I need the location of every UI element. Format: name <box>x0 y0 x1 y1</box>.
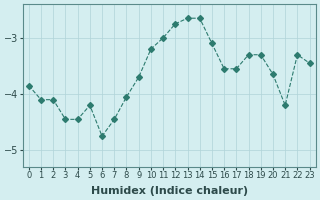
X-axis label: Humidex (Indice chaleur): Humidex (Indice chaleur) <box>91 186 248 196</box>
